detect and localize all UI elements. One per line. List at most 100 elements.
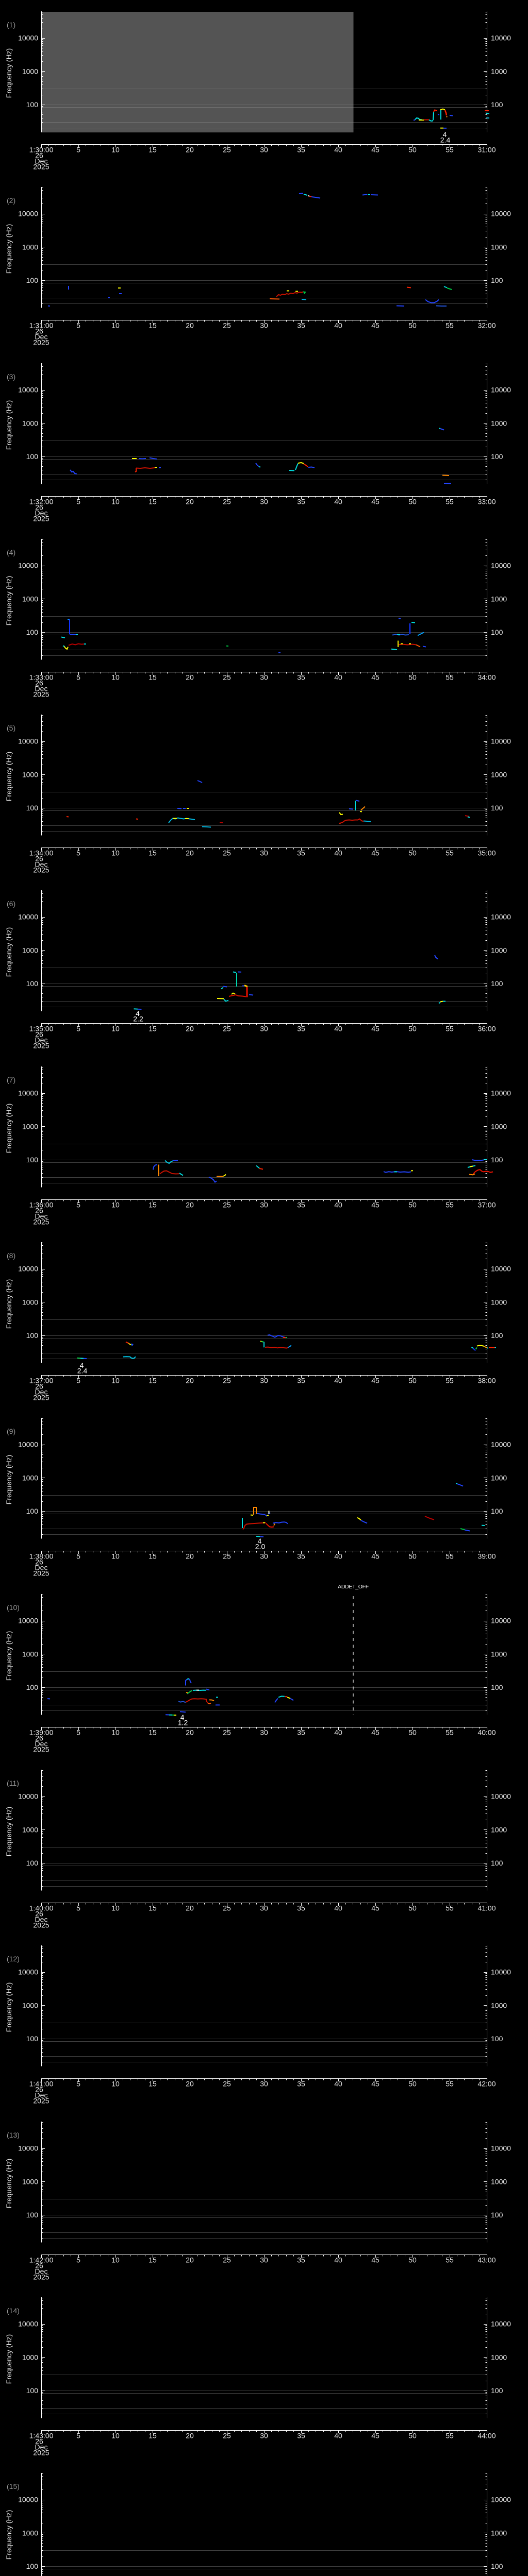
svg-text:2025: 2025 [33,1921,49,1929]
svg-text:40: 40 [334,146,342,154]
svg-text:35: 35 [297,673,305,682]
svg-text:100: 100 [26,452,39,461]
svg-text:30: 30 [260,2080,268,2088]
svg-text:30: 30 [260,1201,268,1209]
svg-text:40: 40 [334,673,342,682]
svg-text:33:00: 33:00 [477,498,496,506]
svg-text:Dec: Dec [35,509,48,517]
svg-text:Dec: Dec [35,1036,48,1044]
svg-text:5: 5 [76,1728,80,1737]
svg-text:Dec: Dec [35,685,48,693]
svg-text:10000: 10000 [18,1968,38,1976]
svg-text:(1): (1) [7,21,15,29]
svg-text:45: 45 [371,321,380,330]
svg-text:20: 20 [186,673,194,682]
svg-text:35: 35 [297,321,305,330]
svg-text:25: 25 [223,146,231,154]
svg-text:35: 35 [297,1025,305,1033]
svg-text:45: 45 [371,1552,380,1561]
svg-text:26: 26 [35,2262,43,2270]
svg-text:45: 45 [371,849,380,857]
svg-text:26: 26 [35,1207,43,1215]
svg-text:100: 100 [491,100,503,109]
svg-text:15: 15 [148,1904,157,1912]
svg-text:10000: 10000 [491,1089,511,1097]
svg-text:1000: 1000 [491,243,507,251]
svg-text:2025: 2025 [33,690,49,699]
svg-text:10: 10 [111,321,120,330]
svg-text:10000: 10000 [18,1617,38,1625]
svg-text:55: 55 [446,849,454,857]
svg-text:10000: 10000 [491,913,511,921]
svg-text:1000: 1000 [491,419,507,427]
svg-text:1:40:00: 1:40:00 [29,1904,54,1912]
svg-text:50: 50 [408,1025,417,1033]
svg-text:(2): (2) [7,196,15,205]
svg-text:40: 40 [334,1377,342,1385]
svg-text:4: 4 [80,1361,84,1369]
svg-text:25: 25 [223,498,231,506]
svg-text:10000: 10000 [491,2320,511,2328]
svg-text:35: 35 [297,1904,305,1912]
svg-text:Dec: Dec [35,860,48,869]
svg-text:30: 30 [260,321,268,330]
svg-text:1:36:00: 1:36:00 [29,1201,54,1209]
svg-text:30: 30 [260,146,268,154]
svg-text:1000: 1000 [22,1825,38,1834]
svg-text:1000: 1000 [491,2177,507,2185]
svg-text:50: 50 [408,2256,417,2264]
svg-text:5: 5 [76,146,80,154]
svg-text:20: 20 [186,321,194,330]
svg-text:4: 4 [180,1713,185,1721]
svg-text:5: 5 [76,1552,80,1561]
svg-text:10: 10 [111,673,120,682]
svg-text:10000: 10000 [18,737,38,745]
svg-text:35: 35 [297,2080,305,2088]
svg-text:45: 45 [371,673,380,682]
svg-text:10000: 10000 [491,1792,511,1801]
svg-text:55: 55 [446,1025,454,1033]
svg-text:1000: 1000 [491,2001,507,2009]
svg-text:42:00: 42:00 [477,2080,496,2088]
svg-text:55: 55 [446,146,454,154]
svg-text:1000: 1000 [22,67,38,75]
svg-text:40: 40 [334,1728,342,1737]
svg-text:10000: 10000 [18,1265,38,1273]
svg-text:20: 20 [186,1728,194,1737]
svg-text:1000: 1000 [22,770,38,778]
svg-text:26: 26 [35,1734,43,1742]
svg-text:25: 25 [223,1377,231,1385]
svg-text:40: 40 [334,1201,342,1209]
svg-text:5: 5 [76,673,80,682]
svg-text:1000: 1000 [491,2353,507,2361]
svg-text:10000: 10000 [18,1792,38,1801]
svg-text:45: 45 [371,1728,380,1737]
svg-text:15: 15 [148,2080,157,2088]
svg-text:20: 20 [186,498,194,506]
svg-text:10000: 10000 [18,1440,38,1449]
svg-text:10000: 10000 [491,2496,511,2504]
svg-text:100: 100 [26,628,39,636]
svg-text:26: 26 [35,1910,43,1918]
svg-text:10000: 10000 [18,562,38,570]
svg-text:100: 100 [26,1156,39,1164]
svg-text:15: 15 [148,146,157,154]
svg-text:100: 100 [491,452,503,461]
svg-text:40: 40 [334,849,342,857]
svg-text:25: 25 [223,2432,231,2440]
svg-text:30: 30 [260,849,268,857]
svg-text:10000: 10000 [18,2320,38,2328]
svg-text:40:00: 40:00 [477,1728,496,1737]
svg-text:55: 55 [446,321,454,330]
svg-text:1000: 1000 [22,1298,38,1306]
svg-text:Frequency (Hz): Frequency (Hz) [5,400,13,450]
svg-text:20: 20 [186,1025,194,1033]
svg-text:100: 100 [491,1683,503,1691]
svg-text:Dec: Dec [35,333,48,341]
svg-text:1000: 1000 [22,1473,38,1482]
svg-text:(8): (8) [7,1251,15,1260]
svg-text:(3): (3) [7,372,15,381]
svg-text:50: 50 [408,849,417,857]
svg-text:10: 10 [111,2256,120,2264]
svg-text:5: 5 [76,2432,80,2440]
